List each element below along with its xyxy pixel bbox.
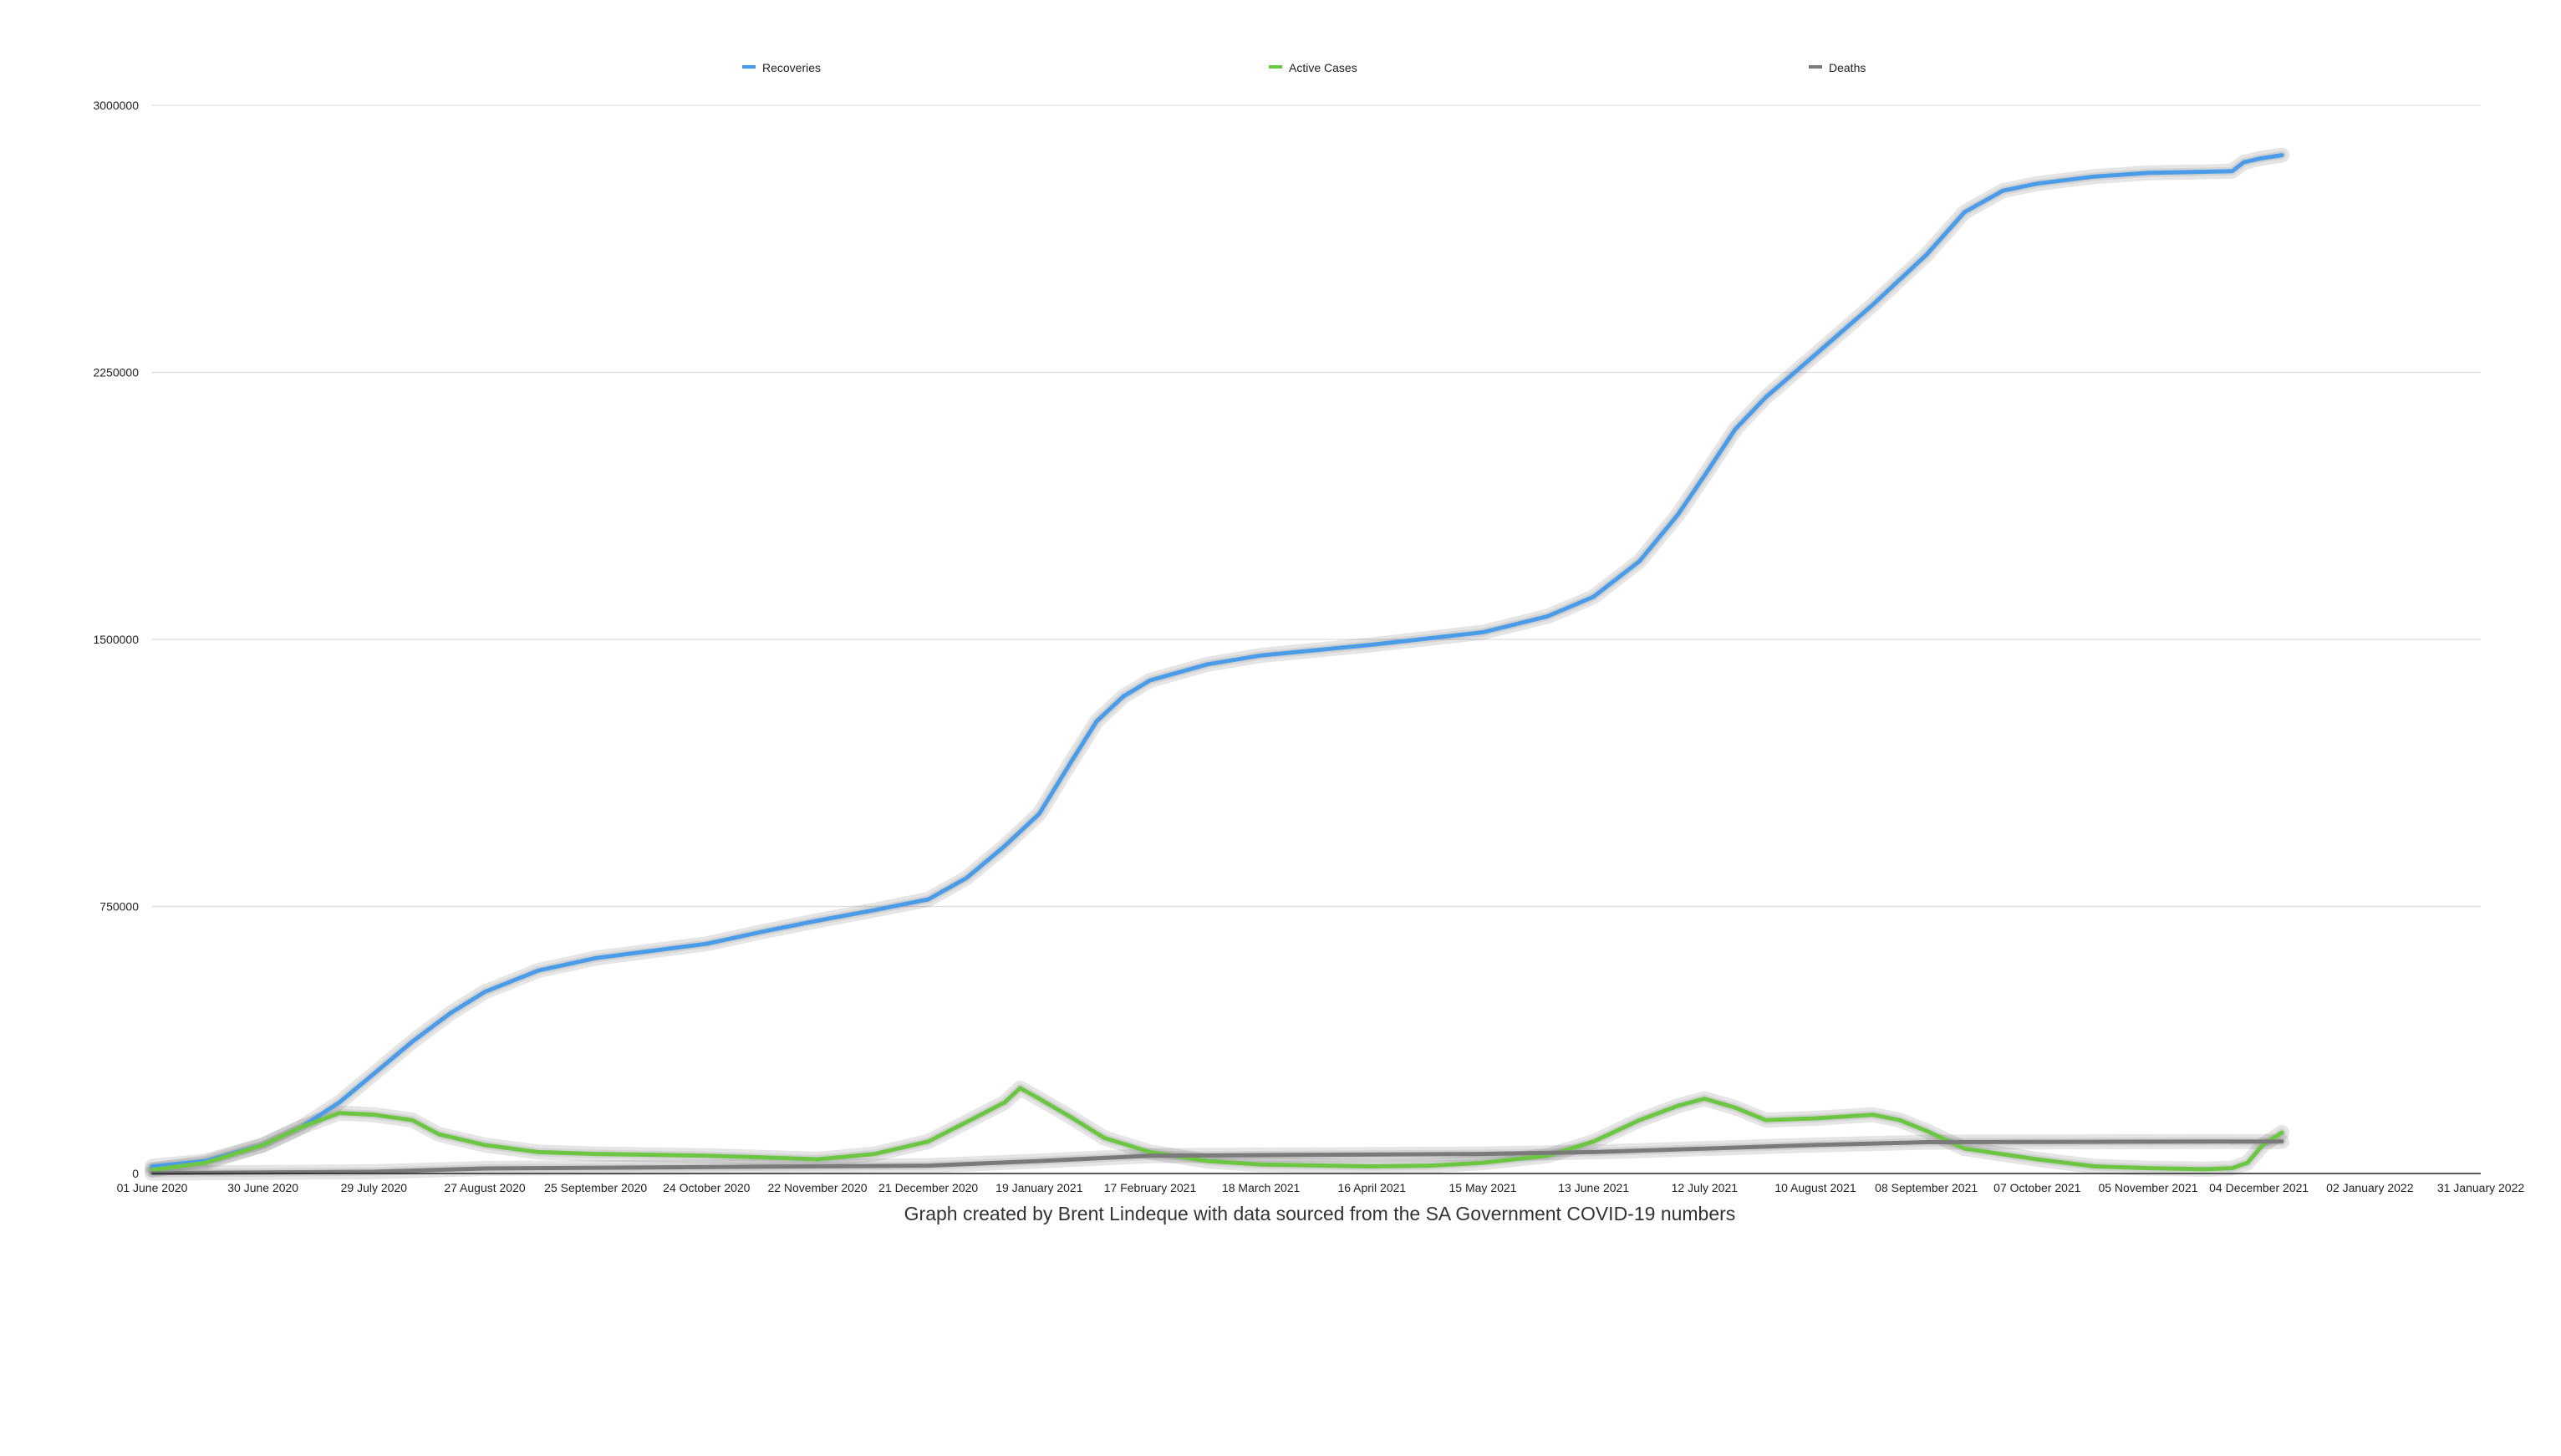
x-tick-label: 25 September 2020 — [544, 1181, 647, 1194]
chart-caption: Graph created by Brent Lindeque with dat… — [904, 1203, 1736, 1224]
series-line-deaths — [150, 1139, 2284, 1176]
x-tick-label: 27 August 2020 — [444, 1181, 526, 1194]
legend-item: Active Cases — [1269, 61, 1357, 74]
x-tick-label: 29 July 2020 — [341, 1181, 408, 1194]
x-tick-label: 15 May 2021 — [1449, 1181, 1517, 1194]
x-tick-label: 19 January 2021 — [995, 1181, 1083, 1194]
y-tick-label: 3000000 — [93, 99, 139, 112]
x-tick-label: 24 October 2020 — [663, 1181, 751, 1194]
x-tick-label: 10 August 2021 — [1774, 1181, 1856, 1194]
legend-item: Deaths — [1809, 61, 1866, 74]
legend: Recoveries Active Cases Deaths — [742, 61, 1866, 74]
x-tick-label: 13 June 2021 — [1558, 1181, 1629, 1194]
y-tick-label: 1500000 — [93, 633, 139, 646]
y-axis-ticks: 0 750000 1500000 2250000 3000000 — [93, 99, 139, 1180]
gridlines — [152, 104, 2481, 908]
x-tick-label: 08 September 2021 — [1875, 1181, 1978, 1194]
x-tick-label: 22 November 2020 — [767, 1181, 867, 1194]
x-tick-label: 16 April 2021 — [1337, 1181, 1406, 1194]
x-tick-label: 01 June 2020 — [117, 1181, 188, 1194]
x-tick-label: 05 November 2021 — [2098, 1181, 2197, 1194]
x-tick-label: 07 October 2021 — [1993, 1181, 2081, 1194]
legend-label: Deaths — [1829, 61, 1866, 74]
y-tick-label: 750000 — [99, 900, 139, 914]
y-tick-label: 2250000 — [93, 366, 139, 379]
legend-item: Recoveries — [742, 61, 821, 74]
x-tick-label: 31 January 2022 — [2437, 1181, 2525, 1194]
x-axis-ticks: 01 June 2020 30 June 2020 29 July 2020 27 A… — [117, 1181, 2525, 1194]
x-tick-label: 17 February 2021 — [1104, 1181, 1197, 1194]
series-line-active-cases — [150, 1086, 2284, 1173]
x-tick-label: 02 January 2022 — [2326, 1181, 2414, 1194]
x-tick-label: 12 July 2021 — [1672, 1181, 1739, 1194]
x-tick-label: 30 June 2020 — [227, 1181, 298, 1194]
y-tick-label: 0 — [132, 1167, 139, 1180]
series-lines — [150, 153, 2284, 1176]
legend-label: Recoveries — [762, 61, 821, 74]
x-tick-label: 04 December 2021 — [2209, 1181, 2309, 1194]
legend-label: Active Cases — [1289, 61, 1357, 74]
series-line-recoveries — [150, 153, 2284, 1168]
x-tick-label: 21 December 2020 — [878, 1181, 978, 1194]
x-tick-label: 18 March 2021 — [1222, 1181, 1301, 1194]
